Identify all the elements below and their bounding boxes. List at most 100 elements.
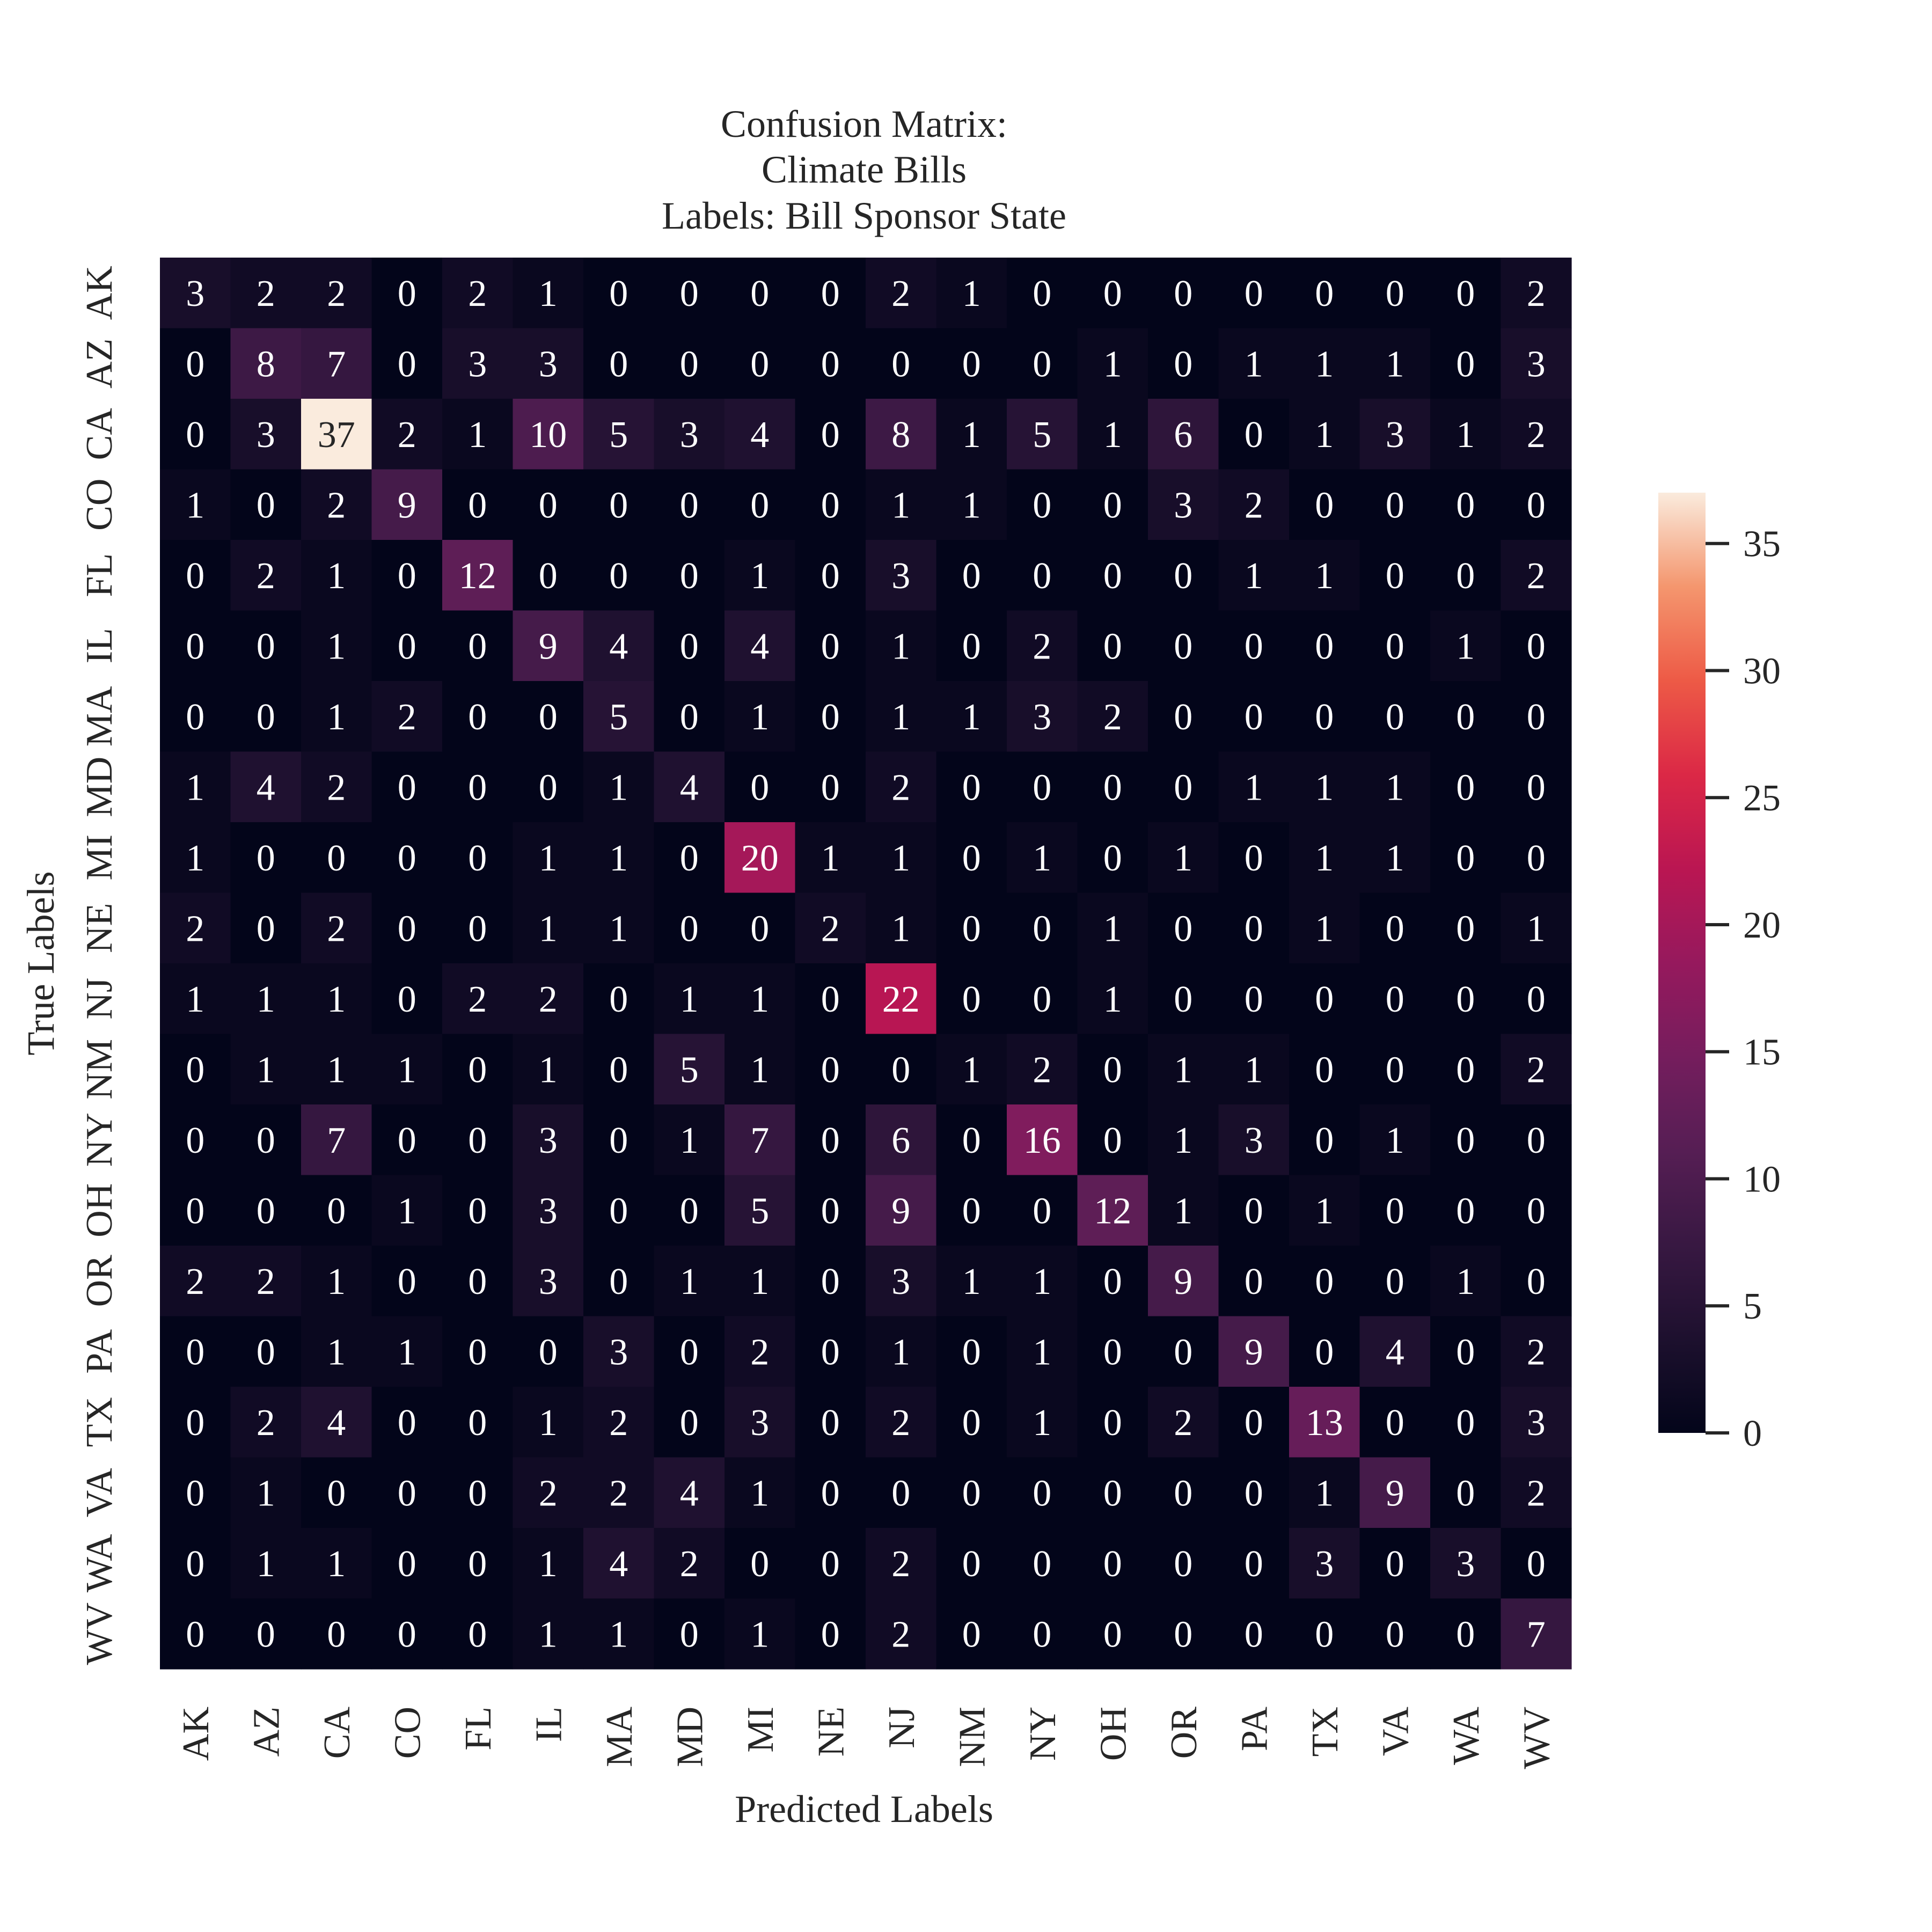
heatmap-cell [866,1104,937,1176]
x-tick-label: MI [740,1707,781,1753]
colorbar-tick-label: 35 [1743,524,1781,565]
heatmap-cell [583,892,655,964]
heatmap-cell [301,399,372,470]
cell-value-label: 2 [468,979,487,1020]
heatmap-cell [230,1034,302,1105]
cell-value-label: 2 [1527,414,1546,456]
heatmap-cell [654,258,725,329]
heatmap-cell [442,963,514,1035]
cell-value-label: 1 [1315,555,1334,597]
heatmap-cell [371,1175,443,1246]
cell-value-label: 0 [1245,697,1263,738]
cell-value-label: 0 [821,979,840,1020]
cell-value-label: 0 [1174,555,1192,597]
cell-value-label: 4 [680,767,699,808]
cell-value-label: 0 [1033,343,1051,385]
cell-value-label: 0 [1527,1120,1546,1161]
cell-value-label: 3 [1527,1402,1546,1444]
cell-value-label: 8 [257,343,275,385]
cell-value-label: 0 [1174,626,1192,667]
cell-value-label: 2 [1033,626,1051,667]
cell-value-label: 9 [1174,1261,1192,1302]
cell-value-label: 0 [468,767,487,808]
cell-value-label: 0 [1174,1614,1192,1655]
heatmap-cell [1007,1387,1078,1458]
heatmap-cell [936,469,1007,540]
heatmap-cell [371,822,443,894]
heatmap-cell [160,328,231,399]
heatmap-cell [1289,1104,1360,1176]
colorbar-tick-label: 5 [1743,1286,1762,1327]
cell-value-label: 22 [882,979,920,1020]
cell-value-label: 0 [186,414,204,456]
heatmap-cell [1289,258,1360,329]
heatmap-cell [866,822,937,894]
heatmap-cell [513,1528,584,1599]
cell-value-label: 0 [468,485,487,526]
cell-value-label: 1 [1315,414,1334,456]
heatmap-cell [371,399,443,470]
cell-value-label: 6 [1174,414,1192,456]
heatmap-cell [160,822,231,894]
heatmap-cell [583,540,655,611]
cell-value-label: 4 [327,1402,346,1444]
heatmap-cell [301,963,372,1035]
heatmap-cell [1501,1457,1572,1528]
cell-value-label: 0 [821,555,840,597]
cell-value-label: 0 [1456,555,1475,597]
heatmap-cell [1148,892,1219,964]
cell-value-label: 0 [327,1614,346,1655]
heatmap-cell [1501,610,1572,682]
x-tick-label: OH [1093,1707,1134,1761]
cell-value-label: 4 [680,1473,699,1514]
y-tick-label: CO [79,479,120,531]
cell-value-label: 4 [750,626,769,667]
cell-value-label: 1 [327,1331,346,1373]
cell-value-label: 1 [1174,1190,1192,1232]
cell-value-label: 0 [750,767,769,808]
heatmap-cell [1430,1316,1502,1387]
cell-value-label: 12 [459,555,496,597]
cell-value-label: 0 [539,1331,558,1373]
cell-value-label: 2 [891,1614,910,1655]
cell-value-label: 0 [539,555,558,597]
cell-value-label: 0 [468,1473,487,1514]
cell-value-label: 2 [1527,1331,1546,1373]
cell-value-label: 1 [539,1049,558,1091]
heatmap-cell [1077,1246,1148,1317]
heatmap-cell [1289,469,1360,540]
heatmap-cell [1430,681,1502,752]
cell-value-label: 9 [1245,1331,1263,1373]
heatmap-cell [230,963,302,1035]
heatmap-cell [1430,963,1502,1035]
heatmap-cell [1148,399,1219,470]
heatmap-cell [1148,469,1219,540]
cell-value-label: 1 [327,626,346,667]
heatmap-cell [1007,822,1078,894]
heatmap-cell [654,1104,725,1176]
cell-value-label: 0 [1456,273,1475,314]
x-tick-label: CO [387,1707,428,1759]
heatmap-cell [795,1034,866,1105]
cell-value-label: 0 [680,343,699,385]
cell-value-label: 1 [327,555,346,597]
heatmap-cell [724,892,796,964]
heatmap-cell [724,1316,796,1387]
heatmap-cell [1218,1457,1290,1528]
cell-value-label: 1 [609,1614,628,1655]
heatmap-cell [1077,681,1148,752]
heatmap-cell [1007,1598,1078,1670]
heatmap-cell [583,1104,655,1176]
chart-title-line-3: Labels: Bill Sponsor State [662,194,1066,237]
y-tick-label: MI [79,835,120,881]
cell-value-label: 1 [1456,626,1475,667]
heatmap-cell [301,469,372,540]
heatmap-cell [1501,1387,1572,1458]
cell-value-label: 0 [750,1543,769,1585]
cell-value-label: 3 [1315,1543,1334,1585]
heatmap-cell [301,1457,372,1528]
heatmap-cell [1148,751,1219,823]
cell-value-label: 1 [891,697,910,738]
heatmap-cell [1289,328,1360,399]
cell-value-label: 1 [891,485,910,526]
